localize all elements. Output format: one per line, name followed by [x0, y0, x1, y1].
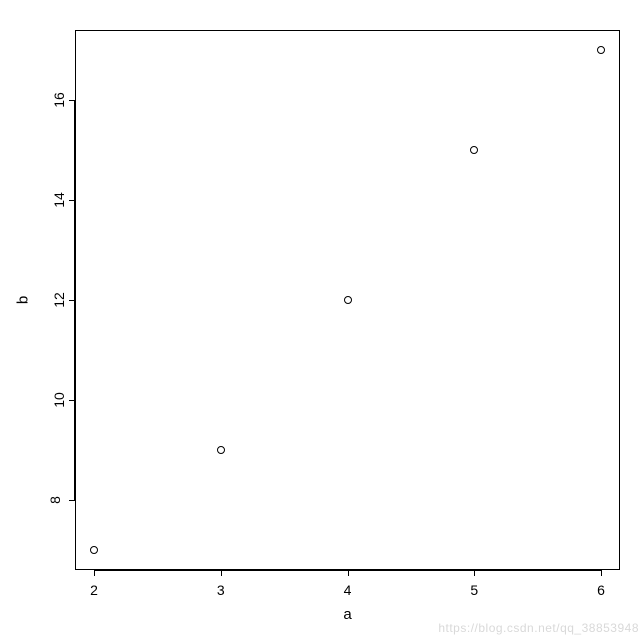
y-tick-label: 14	[51, 192, 67, 208]
x-tick	[601, 570, 602, 576]
x-tick	[474, 570, 475, 576]
y-tick	[69, 300, 75, 301]
y-tick	[69, 500, 75, 501]
x-tick	[221, 570, 222, 576]
x-tick	[94, 570, 95, 576]
y-axis-label: b	[15, 296, 32, 304]
data-point	[217, 446, 225, 454]
x-tick-label: 3	[217, 582, 225, 598]
x-tick-label: 5	[470, 582, 478, 598]
y-tick	[69, 100, 75, 101]
data-point	[470, 146, 478, 154]
y-tick-label: 16	[51, 92, 67, 108]
scatter-chart: 2 3 4 5 6 8 10 12 14 16 a b https://blog.csdn.net…	[0, 0, 643, 639]
x-tick-label: 2	[90, 582, 98, 598]
y-tick-label: 8	[47, 496, 63, 504]
x-tick	[348, 570, 349, 576]
x-tick-label: 4	[344, 582, 352, 598]
x-tick-label: 6	[597, 582, 605, 598]
data-point	[90, 546, 98, 554]
watermark-text: https://blog.csdn.net/qq_38853948	[438, 621, 639, 635]
y-tick	[69, 200, 75, 201]
y-tick-label: 10	[51, 392, 67, 408]
x-axis-label: a	[343, 606, 351, 623]
data-point	[344, 296, 352, 304]
y-tick-label: 12	[51, 292, 67, 308]
y-tick	[69, 400, 75, 401]
data-point	[597, 46, 605, 54]
